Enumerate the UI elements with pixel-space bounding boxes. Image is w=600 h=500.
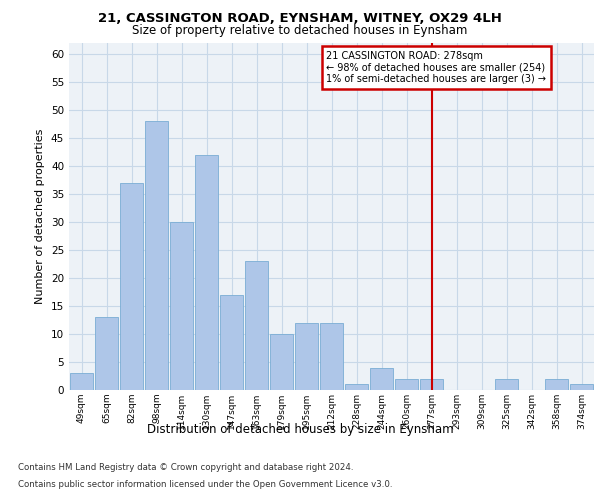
Text: 21, CASSINGTON ROAD, EYNSHAM, WITNEY, OX29 4LH: 21, CASSINGTON ROAD, EYNSHAM, WITNEY, OX… <box>98 12 502 26</box>
Text: 21 CASSINGTON ROAD: 278sqm
← 98% of detached houses are smaller (254)
1% of semi: 21 CASSINGTON ROAD: 278sqm ← 98% of deta… <box>326 51 547 84</box>
Bar <box>145 121 168 390</box>
Bar <box>370 368 393 390</box>
Bar <box>195 154 218 390</box>
Bar <box>295 322 318 390</box>
Bar <box>395 379 418 390</box>
Bar <box>545 379 568 390</box>
Text: Distribution of detached houses by size in Eynsham: Distribution of detached houses by size … <box>146 422 454 436</box>
Bar <box>495 379 518 390</box>
Bar <box>120 182 143 390</box>
Y-axis label: Number of detached properties: Number of detached properties <box>35 128 46 304</box>
Bar <box>95 317 118 390</box>
Text: Contains public sector information licensed under the Open Government Licence v3: Contains public sector information licen… <box>18 480 392 489</box>
Bar <box>570 384 593 390</box>
Bar <box>270 334 293 390</box>
Text: Size of property relative to detached houses in Eynsham: Size of property relative to detached ho… <box>133 24 467 37</box>
Bar <box>170 222 193 390</box>
Bar <box>220 294 243 390</box>
Text: Contains HM Land Registry data © Crown copyright and database right 2024.: Contains HM Land Registry data © Crown c… <box>18 464 353 472</box>
Bar <box>245 261 268 390</box>
Bar <box>70 373 93 390</box>
Bar <box>320 322 343 390</box>
Bar <box>345 384 368 390</box>
Bar <box>420 379 443 390</box>
